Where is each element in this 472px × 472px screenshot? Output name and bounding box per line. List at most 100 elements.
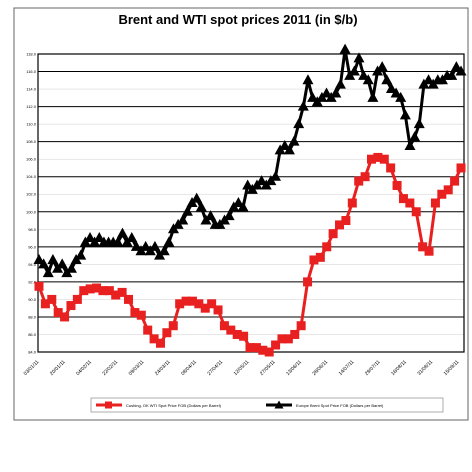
wti-point [60,312,70,322]
brent-point [242,179,254,190]
wti-point [360,172,370,182]
wti-point [405,198,415,208]
wti-point [430,198,440,208]
y-tick-label: 110.0 [26,122,36,127]
wti-point [411,207,421,217]
brent-point [205,210,217,221]
brent-point [348,65,360,76]
brent-point [112,236,124,247]
legend-marker-wti [105,401,112,409]
wti-point [258,345,268,355]
wti-point [72,294,82,304]
brent-point [297,100,309,111]
wti-point [200,303,210,313]
wti-point [328,229,338,239]
y-tick-label: 104.0 [26,174,37,179]
brent-point [191,192,203,203]
y-tick-label: 98.0 [28,227,37,232]
brent-point [446,69,458,80]
brent-point [455,65,467,76]
brent-point [395,91,407,102]
wti-point [264,347,274,357]
brent-point [381,74,393,85]
brent-point [47,253,59,264]
wti-point [34,281,44,291]
brent-point [330,87,342,98]
brent-point [409,131,421,142]
brent-point [339,43,351,54]
y-tick-label: 84.0 [28,350,37,355]
wti-point [40,299,50,309]
wti-point [296,321,306,331]
wti-point [143,325,153,335]
brent-point [232,197,244,207]
y-tick-label: 102.0 [26,192,37,197]
wti-point [207,299,217,309]
wti-point [322,242,332,252]
wti-point [309,255,319,265]
brent-point [367,91,379,102]
brent-point [256,175,268,186]
y-tick-label: 96.0 [28,244,37,249]
wti-point [239,331,249,341]
wti-point [181,296,191,306]
brent-point [283,144,295,155]
series-layer [33,43,467,357]
brent-point [302,74,314,85]
y-tick-label: 100.0 [26,209,37,214]
legend-label-brent: Europe Brent Spot Price FOB (Dollars per… [296,403,384,408]
wti-point [162,328,172,338]
wti-point [213,305,223,315]
brent-point [404,140,416,151]
legend: Cushing, OK WTI Spot Price FOB (Dollars … [90,397,444,413]
brent-point [126,232,138,243]
y-tick-label: 112.0 [26,104,36,109]
brent-point [376,61,388,72]
brent-point [450,61,462,72]
wti-point [418,242,428,252]
brent-point [385,83,397,94]
y-tick-label: 106.0 [26,157,37,162]
wti-point [392,180,402,190]
y-tick-label: 90.0 [28,297,37,302]
wti-point [303,277,313,287]
wti-point [53,308,63,318]
brent-point [38,258,50,269]
brent-point [288,135,300,146]
brent-point [163,236,175,247]
wti-point [104,286,114,296]
brent-point [158,245,170,256]
wti-point [219,321,229,331]
brent-point [358,69,370,80]
wti-point [117,287,127,297]
wti-point [271,340,281,350]
wti-point [456,163,466,173]
brent-point [116,227,128,238]
wti-point [251,343,261,353]
y-axis-ticks: 84.0 86.0 88.0 90.0 92.0 94.0 96.0 98.0 100.0 102… [26,52,37,355]
brent-point [130,240,142,251]
wti-point [373,152,383,162]
wti-point [379,154,389,164]
wti-point [92,283,102,293]
legend-label-wti: Cushing, OK WTI Spot Price FOB (Dollars … [126,403,222,408]
wti-point [130,308,140,318]
brent-point [413,118,425,129]
brent-point [307,91,319,102]
wti-point [168,321,178,331]
wti-point [366,154,376,164]
y-tick-label: 86.0 [28,332,37,337]
chart-title: Brent and WTI spot prices 2011 (in $/b) [118,12,357,27]
brent-point [270,170,282,181]
brent-point [181,205,193,216]
wti-point [290,329,300,339]
brent-point [399,109,411,120]
brent-point [237,201,249,212]
brent-point [423,74,435,85]
brent-point [56,258,68,269]
brent-point [390,87,402,98]
brent-point [140,240,152,251]
brent-point [75,249,87,260]
brent-point [223,210,235,221]
